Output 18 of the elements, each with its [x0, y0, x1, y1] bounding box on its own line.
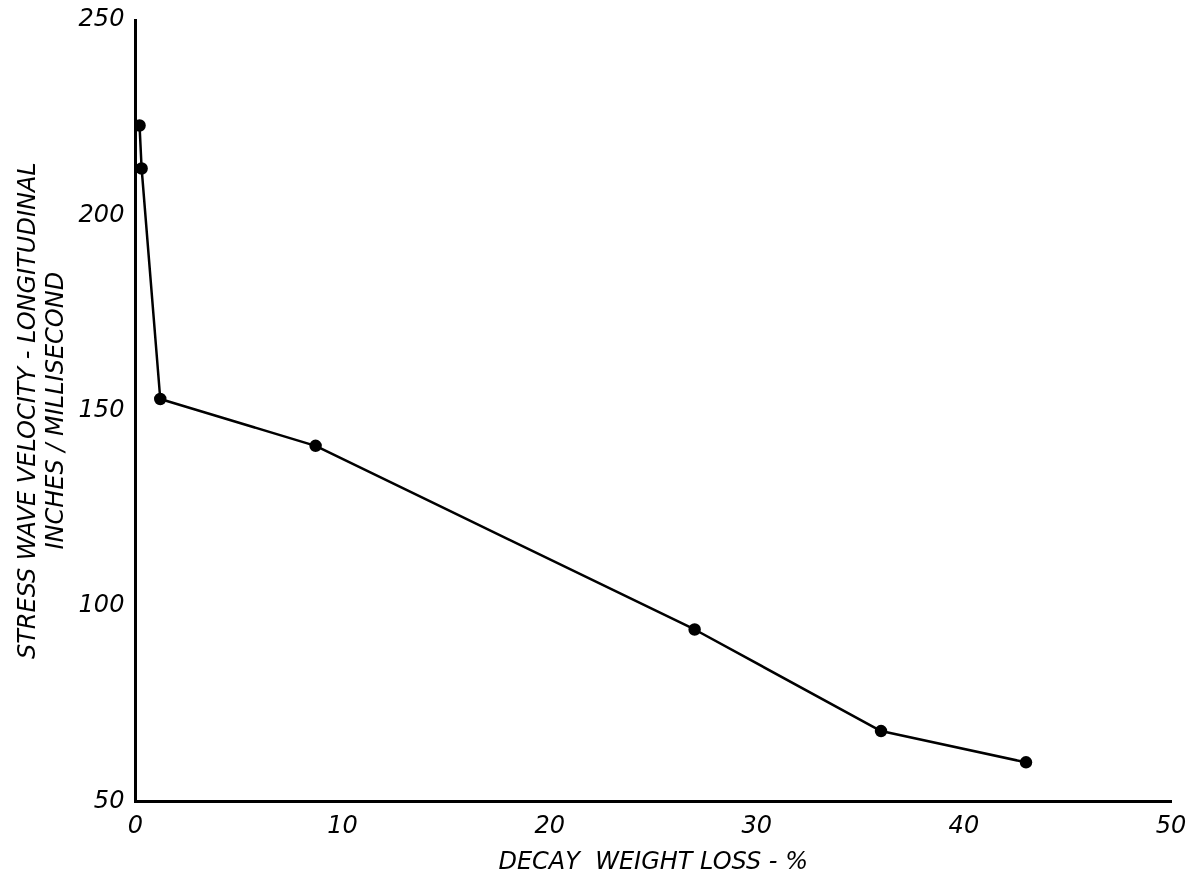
point	[688, 623, 701, 636]
y-axis-title: STRESS WAVE VELOCITY - LONGITUDINAL INCHES / MILLISECOND	[12, 162, 70, 660]
y-tick-label: 250	[78, 4, 125, 33]
x-tick-label: 10	[327, 811, 358, 840]
x-tick-label: 40	[948, 811, 980, 840]
y-tick-label: 200	[78, 199, 125, 228]
point	[309, 439, 322, 453]
y-tick-label: 50	[93, 785, 125, 814]
x-tick-label: 20	[534, 811, 565, 840]
x-tick-label: 30	[741, 811, 773, 840]
point	[1019, 756, 1033, 769]
point	[874, 724, 888, 738]
y-tick-label: 100	[78, 590, 125, 619]
point	[154, 392, 167, 406]
y-tick-label: 150	[78, 394, 125, 423]
x-tick-label: 0	[127, 811, 144, 840]
x-axis-title: DECAY WEIGHT LOSS - %	[498, 846, 808, 875]
x-tick-label: 50	[1155, 811, 1187, 840]
